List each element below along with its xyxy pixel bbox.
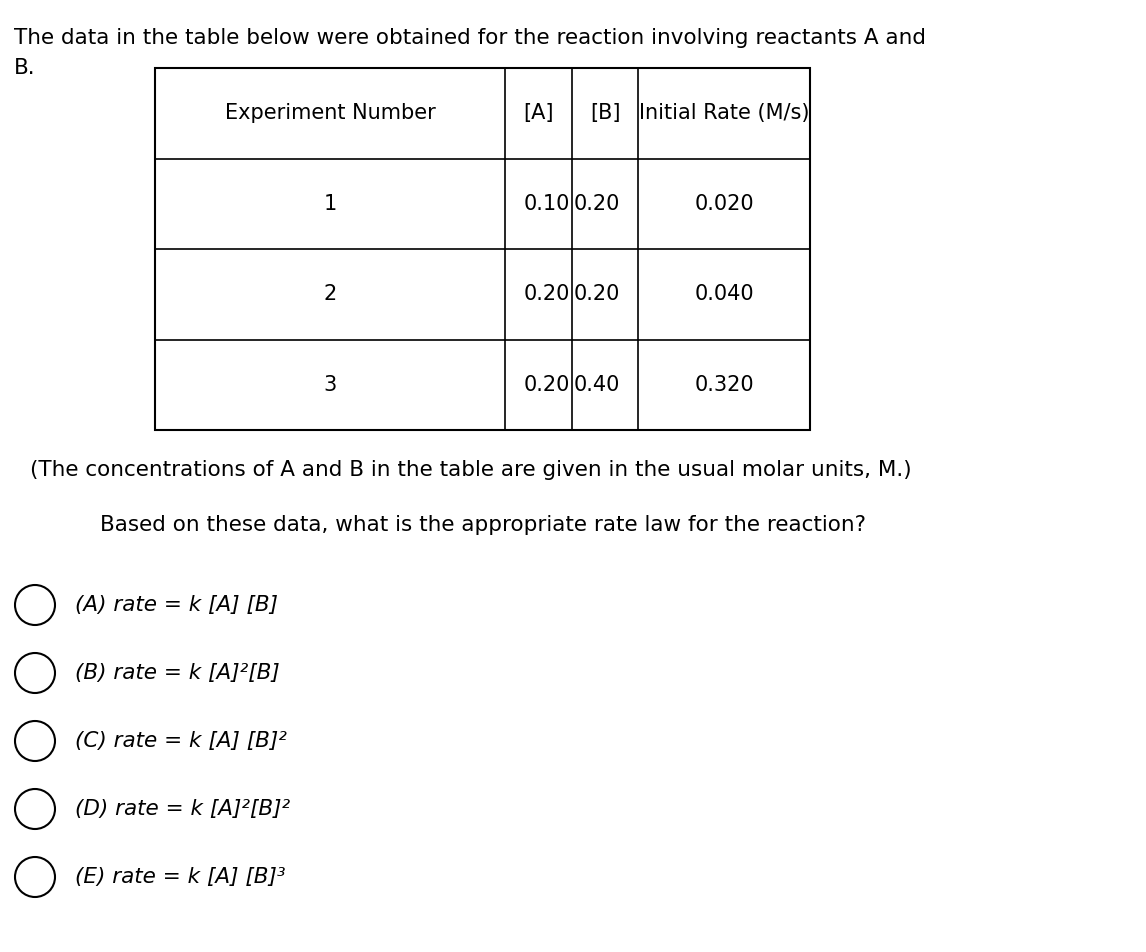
- Bar: [155, 68, 810, 430]
- Text: (D) rate = k [A]²[B]²: (D) rate = k [A]²[B]²: [74, 799, 290, 819]
- Text: B.: B.: [14, 58, 36, 78]
- Text: (A) rate = k [A] [B]: (A) rate = k [A] [B]: [74, 595, 278, 615]
- Text: (The concentrations of A and B in the table are given in the usual molar units, : (The concentrations of A and B in the ta…: [30, 460, 911, 480]
- Text: [A]: [A]: [524, 103, 554, 123]
- Text: 0.20: 0.20: [524, 285, 570, 305]
- Text: 3: 3: [323, 375, 337, 395]
- Text: The data in the table below were obtained for the reaction involving reactants A: The data in the table below were obtaine…: [14, 28, 926, 48]
- Text: 0.20: 0.20: [574, 285, 620, 305]
- Text: (E) rate = k [A] [B]³: (E) rate = k [A] [B]³: [74, 867, 285, 887]
- Text: 0.040: 0.040: [694, 285, 754, 305]
- Text: Based on these data, what is the appropriate rate law for the reaction?: Based on these data, what is the appropr…: [100, 515, 866, 535]
- Text: 1: 1: [323, 194, 337, 214]
- Text: 0.320: 0.320: [694, 375, 754, 395]
- Text: 0.40: 0.40: [574, 375, 620, 395]
- Text: 0.20: 0.20: [524, 375, 570, 395]
- Text: Initial Rate (M/s): Initial Rate (M/s): [638, 103, 809, 123]
- Text: Experiment Number: Experiment Number: [225, 103, 435, 123]
- Text: 0.10: 0.10: [524, 194, 570, 214]
- Text: [B]: [B]: [590, 103, 620, 123]
- Text: (B) rate = k [A]²[B]: (B) rate = k [A]²[B]: [74, 663, 280, 683]
- Text: 0.20: 0.20: [574, 194, 620, 214]
- Text: 0.020: 0.020: [694, 194, 754, 214]
- Text: (C) rate = k [A] [B]²: (C) rate = k [A] [B]²: [74, 731, 286, 751]
- Text: 2: 2: [323, 285, 337, 305]
